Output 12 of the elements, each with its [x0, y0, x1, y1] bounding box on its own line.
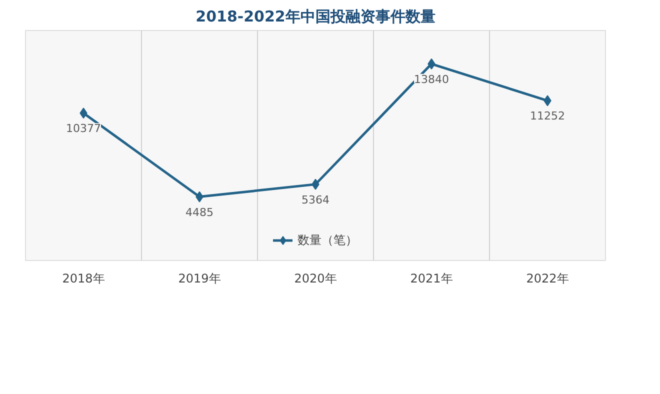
- chart-title: 2018-2022年中国投融资事件数量: [196, 8, 436, 26]
- data-label: 5364: [302, 193, 330, 206]
- data-label: 10377: [66, 122, 102, 136]
- x-tick-label: 2021年: [410, 272, 453, 286]
- data-label: 11252: [530, 110, 566, 123]
- data-label: 4485: [186, 206, 214, 219]
- x-tick-label: 2019年: [178, 272, 221, 286]
- x-tick-label: 2018年: [62, 272, 105, 286]
- data-label: 13840: [414, 72, 450, 86]
- x-tick-label: 2022年: [526, 272, 569, 286]
- x-tick-label: 2020年: [294, 272, 337, 286]
- legend-label: 数量（笔）: [298, 232, 358, 248]
